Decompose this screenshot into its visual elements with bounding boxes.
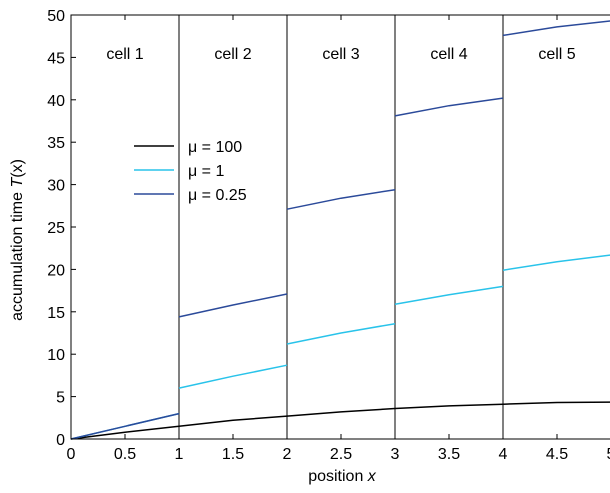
y-tick-label: 0	[56, 432, 65, 449]
series-1	[70, 401, 610, 440]
legend-label-3: μ = 0.25	[188, 187, 247, 204]
cell-dividers	[178, 15, 504, 439]
y-axis-label: accumulation time T(x)	[9, 159, 26, 321]
y-tick-label: 50	[47, 8, 65, 25]
y-tick-label: 35	[47, 135, 65, 152]
x-tick-label: 1	[175, 446, 184, 463]
series-3-segment-2	[178, 293, 288, 318]
x-tick-label: 1.5	[222, 446, 244, 463]
y-tick-label: 30	[47, 178, 65, 195]
y-tick-label: 25	[47, 220, 65, 237]
legend-label-1: μ = 100	[188, 139, 242, 156]
series-3	[70, 20, 610, 440]
series-lines	[70, 20, 610, 440]
x-tick-label: 0.5	[114, 446, 136, 463]
y-tick-label: 45	[47, 50, 65, 67]
y-tick-label: 15	[47, 305, 65, 322]
series-2-segment-5	[502, 254, 610, 271]
series-3-segment-5	[502, 20, 610, 37]
x-tick-label: 2	[283, 446, 292, 463]
cell-label-5: cell 5	[538, 46, 575, 63]
x-tick-label: 0	[67, 446, 76, 463]
legend: μ = 100 μ = 1 μ = 0.25	[134, 139, 247, 204]
y-tick-label: 5	[56, 390, 65, 407]
x-tick-label: 4	[499, 446, 508, 463]
x-tick-label: 4.5	[546, 446, 568, 463]
plot-area	[70, 14, 610, 440]
y-tick-label: 40	[47, 93, 65, 110]
plot-frame	[70, 14, 610, 440]
axes: 00.511.522.533.544.550510152025303540455…	[47, 8, 610, 463]
x-axis-label: position x	[308, 468, 377, 485]
cell-label-4: cell 4	[430, 46, 467, 63]
x-tick-label: 3	[391, 446, 400, 463]
y-tick-label: 20	[47, 262, 65, 279]
series-2-segment-3	[286, 322, 396, 345]
series-2-segment-2	[178, 364, 288, 389]
cell-label-1: cell 1	[106, 46, 143, 63]
series-3-segment-1	[70, 412, 180, 440]
series-2-segment-4	[394, 285, 504, 305]
y-tick-label: 10	[47, 347, 65, 364]
x-tick-label: 5	[607, 446, 610, 463]
cell-label-3: cell 3	[322, 46, 359, 63]
cell-label-2: cell 2	[214, 46, 251, 63]
cell-labels: cell 1 cell 2 cell 3 cell 4 cell 5	[106, 46, 575, 63]
legend-label-2: μ = 1	[188, 163, 224, 180]
series-3-segment-4	[394, 97, 504, 117]
series-1-segment-1	[70, 401, 610, 440]
series-3-segment-3	[286, 188, 396, 210]
x-tick-label: 3.5	[438, 446, 460, 463]
x-tick-label: 2.5	[330, 446, 352, 463]
